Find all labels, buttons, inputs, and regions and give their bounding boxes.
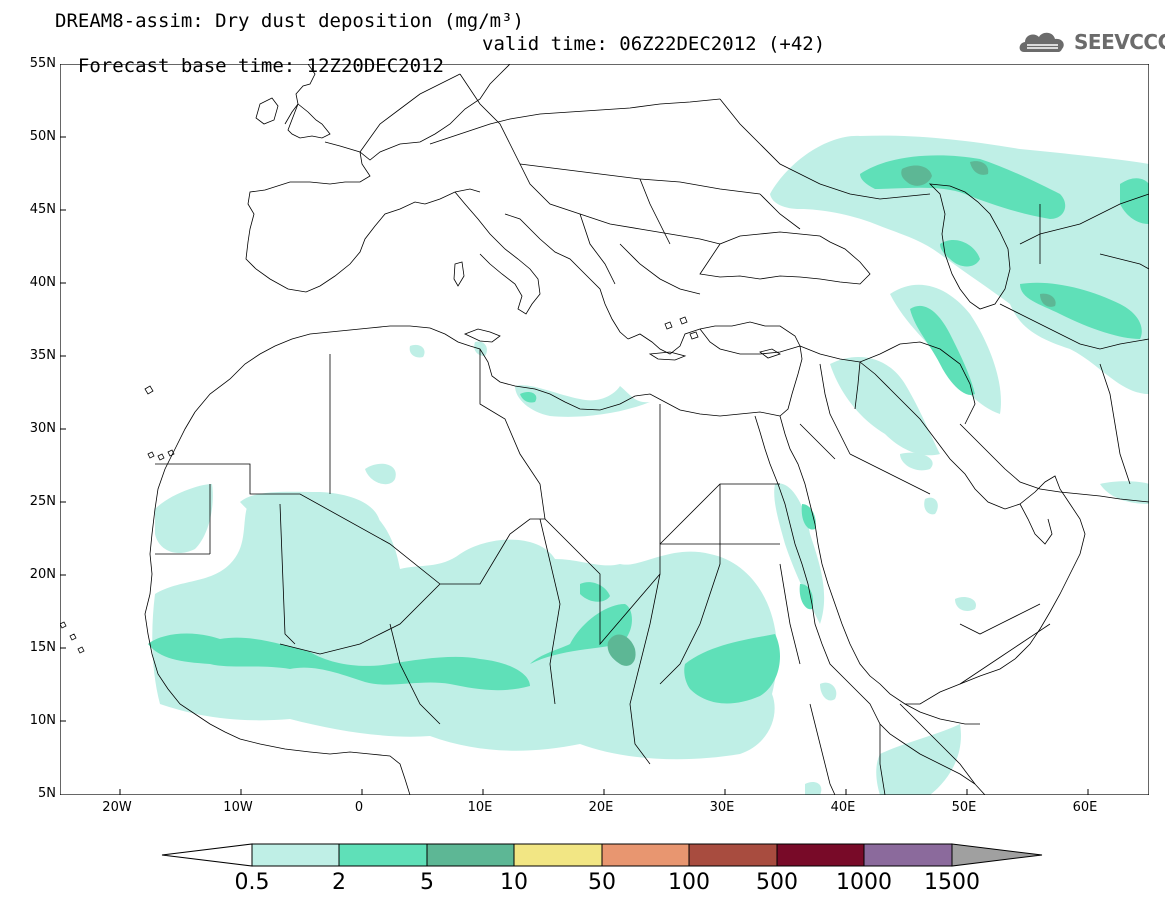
lat-label-35n: 35N [29,348,56,363]
valid-time: valid time: 06Z22DEC2012 (+42) [482,33,826,55]
axis-ticks [60,64,1089,795]
lon-label-40e: 40E [830,800,856,815]
lon-label-20w: 20W [102,800,132,815]
colorbar-label-0-5: 0.5 [234,870,270,895]
colorbar-bin-4 [513,843,603,867]
colorbar-bin-6 [688,843,778,867]
lat-label-50n: 50N [29,129,56,144]
colorbar-bin-2 [338,843,428,867]
lat-label-45n: 45N [29,202,56,217]
lon-label-20e: 20E [588,800,614,815]
lon-label-0: 0 [354,800,364,815]
colorbar [161,843,1043,867]
lat-label-20n: 20N [29,567,56,582]
logo-text: SEEVCCC [1074,30,1165,54]
lat-label-55n: 55N [29,56,56,71]
lat-label-30n: 30N [29,421,56,436]
seevccc-logo: SEEVCCC [1018,28,1165,56]
dust-contours-light [152,135,1149,795]
dust-contours-dark [607,161,1056,666]
lon-label-50e: 50E [951,800,977,815]
colorbar-high-arrow [951,843,1043,867]
colorbar-low-arrow [161,843,253,867]
lon-label-60e: 60E [1072,800,1098,815]
colorbar-label-50: 50 [588,870,616,895]
lon-label-10w: 10W [223,800,253,815]
lon-label-10e: 10E [467,800,493,815]
colorbar-label-1000: 1000 [836,870,892,895]
colorbar-label-5: 5 [420,870,434,895]
cloud-icon [1019,32,1064,52]
map-subtitle: Forecast base time: 12Z20DEC2012 valid t… [55,33,825,99]
lat-label-10n: 10N [29,713,56,728]
colorbar-label-100: 100 [668,870,710,895]
colorbar-bin-7 [776,843,865,867]
colorbar-label-10: 10 [500,870,528,895]
dust-map [60,64,1149,795]
lat-label-40n: 40N [29,275,56,290]
colorbar-bin-3 [426,843,515,867]
forecast-base-time: Forecast base time: 12Z20DEC2012 [77,55,444,77]
colorbar-label-500: 500 [756,870,798,895]
lon-label-30e: 30E [709,800,735,815]
colorbar-label-1500: 1500 [924,870,980,895]
lat-label-25n: 25N [29,494,56,509]
map-title: DREAM8-assim: Dry dust deposition (mg/m³… [55,10,524,32]
colorbar-bin-5 [601,843,690,867]
colorbar-bin-8 [863,843,953,867]
colorbar-bin-1 [251,843,340,867]
colorbar-label-2: 2 [332,870,346,895]
lat-label-15n: 15N [29,640,56,655]
coastlines-borders [60,64,1149,795]
lat-label-5n: 5N [38,786,56,801]
